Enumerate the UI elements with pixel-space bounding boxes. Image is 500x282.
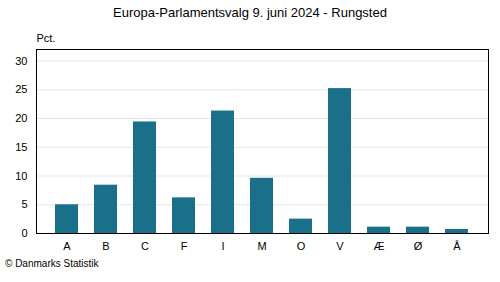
svg-text:10: 10: [15, 170, 27, 182]
svg-text:A: A: [63, 240, 71, 252]
svg-text:Æ: Æ: [374, 240, 385, 252]
html-text:Europa-Parlamentsvalg 9. juni: Europa-Parlamentsvalg 9. juni 2024 - Run…: [113, 5, 387, 20]
html-text:© Danmarks Statistik: © Danmarks Statistik: [5, 258, 99, 269]
svg-text:Å: Å: [453, 240, 461, 252]
svg-text:5: 5: [21, 198, 27, 210]
svg-text:0: 0: [21, 227, 27, 239]
svg-text:B: B: [102, 240, 109, 252]
svg-text:O: O: [297, 240, 306, 252]
svg-text:15: 15: [15, 141, 27, 153]
svg-text:30: 30: [15, 55, 27, 67]
svg-text:M: M: [257, 240, 266, 252]
svg-text:25: 25: [15, 83, 27, 95]
svg-text:V: V: [336, 240, 344, 252]
svg-text:Pct.: Pct.: [37, 32, 56, 44]
svg-text:F: F: [181, 240, 188, 252]
svg-text:Ø: Ø: [414, 240, 423, 252]
svg-text:C: C: [141, 240, 149, 252]
svg-text:I: I: [221, 240, 224, 252]
svg-text:20: 20: [15, 112, 27, 124]
